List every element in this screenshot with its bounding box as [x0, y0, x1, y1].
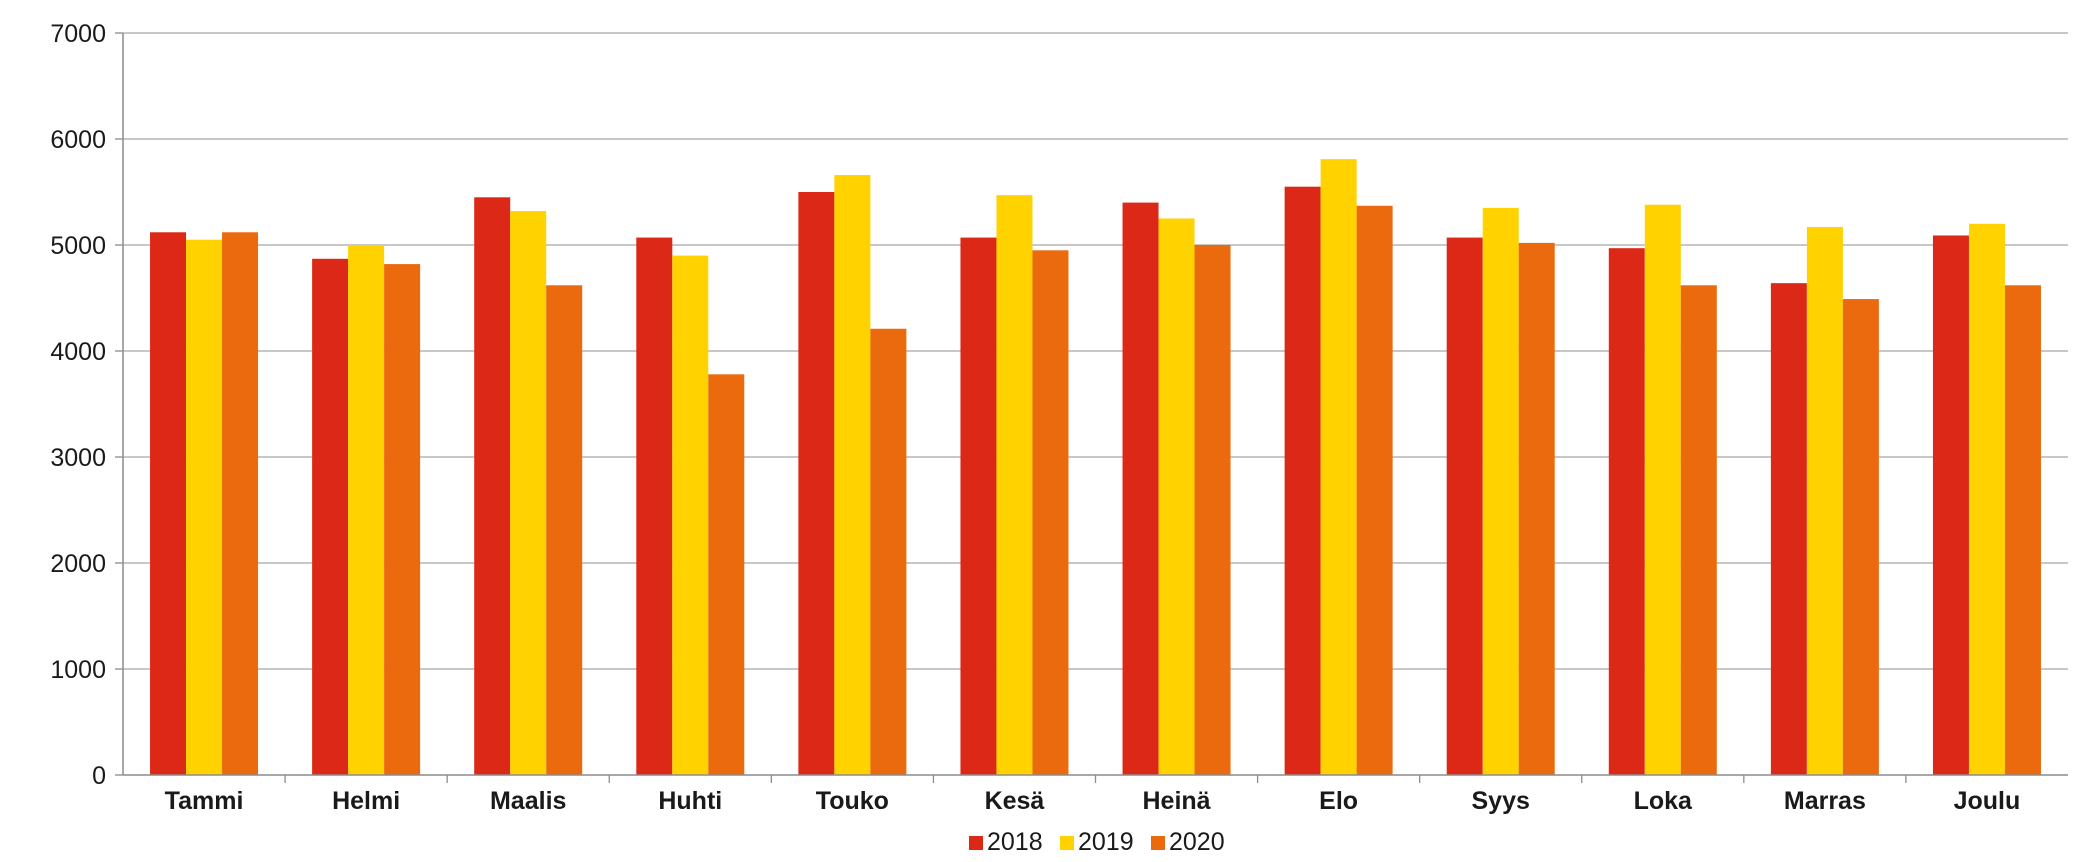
x-tick-label: Maalis — [490, 787, 566, 815]
bar-2020-maalis — [546, 285, 583, 775]
x-tick-label: Touko — [816, 787, 889, 815]
bar-2019-marras — [1806, 226, 1843, 776]
y-tick-label: 7000 — [50, 20, 106, 48]
y-tick-label: 5000 — [50, 232, 106, 260]
bar-2018-maalis — [474, 197, 511, 776]
bar-2019-maalis — [510, 211, 547, 775]
bar-2018-touko — [798, 192, 835, 775]
x-tick-label: Syys — [1472, 787, 1530, 815]
legend-label-2019: 2019 — [1078, 828, 1134, 856]
x-tick-label: Tammi — [165, 787, 244, 815]
x-tick-label: Kesä — [985, 787, 1045, 815]
x-tick-label: Joulu — [1954, 787, 2021, 815]
bar-2020-loka — [1680, 285, 1717, 775]
bar-2019-huhti — [672, 255, 709, 776]
bar-2018-elo — [1284, 186, 1321, 775]
legend-swatch-2019 — [1060, 836, 1074, 850]
bar-2019-elo — [1320, 159, 1357, 775]
bar-2018-marras — [1770, 283, 1807, 775]
bar-2018-loka — [1608, 248, 1645, 775]
bar-2018-syys — [1446, 237, 1483, 775]
y-tick-label: 1000 — [50, 656, 106, 684]
x-tick-label: Elo — [1319, 787, 1358, 815]
y-tick-label: 6000 — [50, 126, 106, 154]
x-axis: Tammi Helmi Maalis Huhti Touko Kesä Heinä Elo Sy… — [165, 775, 2021, 815]
legend-swatch-2020 — [1151, 836, 1165, 850]
x-tick-label: Loka — [1634, 787, 1693, 815]
bar-2020-kesä — [1032, 250, 1069, 776]
y-tick-label: 4000 — [50, 338, 106, 366]
bar-2019-kesä — [996, 195, 1033, 775]
bar-2020-marras — [1842, 299, 1879, 775]
bar-2019-helmi — [348, 245, 385, 775]
legend-label-2020: 2020 — [1169, 828, 1225, 856]
bar-2020-touko — [870, 328, 907, 775]
bar-2018-kesä — [960, 237, 997, 775]
bar-2020-heinä — [1194, 245, 1231, 775]
bar-2019-touko — [834, 175, 871, 776]
gridlines — [123, 32, 2068, 670]
y-axis: 0 1000 2000 3000 4000 5000 6000 7000 — [50, 20, 123, 790]
bar-2019-joulu — [1968, 223, 2005, 776]
bar-2018-helmi — [312, 258, 349, 775]
legend-swatch-2018 — [969, 836, 983, 850]
x-tick-label: Heinä — [1142, 787, 1210, 815]
x-tick-label: Helmi — [332, 787, 400, 815]
y-tick-label: 0 — [92, 762, 106, 790]
legend: 2018 2019 2020 — [969, 828, 1225, 856]
bar-2019-tammi — [186, 239, 223, 775]
bar-2020-joulu — [2004, 285, 2041, 775]
x-tick-label: Marras — [1784, 787, 1866, 815]
bar-2020-helmi — [384, 264, 421, 775]
bar-2018-heinä — [1122, 202, 1159, 776]
bar-2018-joulu — [1932, 235, 1969, 775]
bar-2020-huhti — [708, 374, 745, 775]
bars — [150, 159, 2041, 776]
bar-2020-elo — [1356, 205, 1393, 775]
bar-2018-huhti — [636, 237, 673, 775]
bar-2018-tammi — [150, 232, 187, 775]
legend-label-2018: 2018 — [987, 828, 1043, 856]
bar-2019-loka — [1644, 204, 1681, 776]
x-tick-label: Huhti — [658, 787, 722, 815]
y-tick-label: 3000 — [50, 444, 106, 472]
bar-2019-syys — [1482, 207, 1519, 775]
bar-2019-heinä — [1158, 218, 1195, 775]
bar-2020-syys — [1518, 242, 1555, 775]
y-tick-label: 2000 — [50, 550, 106, 578]
bar-2020-tammi — [222, 232, 259, 775]
